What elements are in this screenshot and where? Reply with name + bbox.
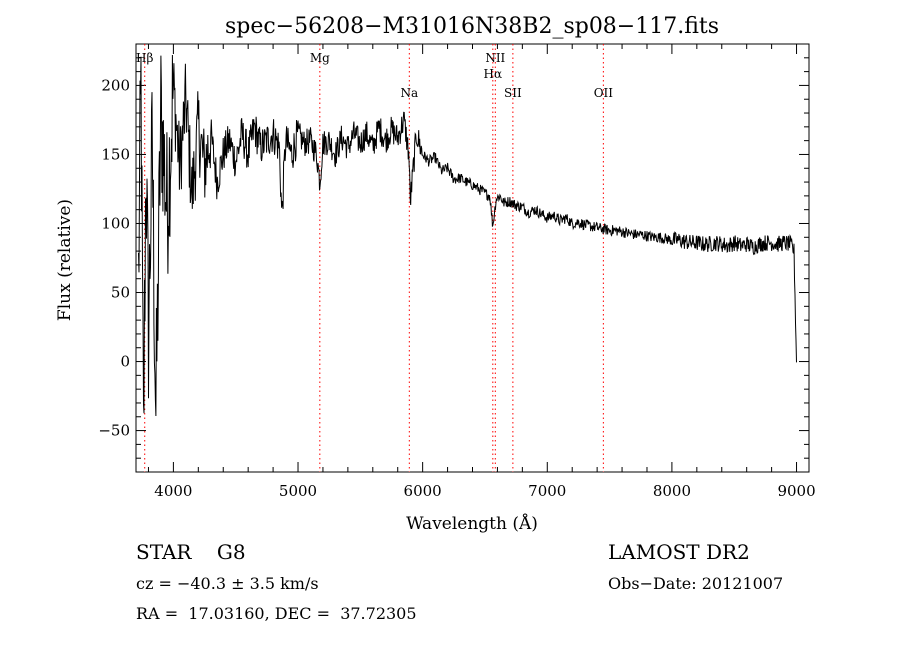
plot-frame: [135, 43, 810, 473]
y-tick-label: 100: [101, 214, 130, 232]
chart-title: spec−56208−M31016N38B2_sp08−117.fits: [225, 14, 719, 39]
x-tick-label: 7000: [528, 482, 566, 500]
line-marker-label: NII: [485, 51, 505, 65]
redshift-info: cz = −40.3 ± 3.5 km/s: [136, 574, 319, 593]
line-marker-label: Mg: [310, 51, 330, 65]
y-tick-label: −50: [98, 422, 130, 440]
x-tick-label: 8000: [653, 482, 691, 500]
y-tick-label: 0: [120, 353, 130, 371]
y-tick-label: 200: [101, 76, 130, 94]
line-marker-label: Hα: [484, 67, 503, 81]
spectrum-line: [138, 54, 797, 417]
line-marker-label: Na: [400, 86, 418, 100]
x-tick-label: 6000: [404, 482, 442, 500]
coordinates: RA = 17.03160, DEC = 37.72305: [136, 604, 417, 623]
line-marker-label: SII: [504, 86, 522, 100]
y-axis-label: Flux (relative): [55, 199, 75, 321]
line-marker-label: Hβ: [136, 51, 153, 65]
x-tick-label: 9000: [777, 482, 815, 500]
x-tick-label: 5000: [279, 482, 317, 500]
axis-ticks: 4000 5000 6000 7000 8000 9000 −50 0 50 100 150 200: [98, 43, 816, 500]
line-marker-label: OII: [594, 86, 614, 100]
survey-name: LAMOST DR2: [608, 540, 750, 564]
x-axis-label: Wavelength (Å): [406, 513, 538, 534]
y-tick-label: 50: [111, 284, 130, 302]
observation-date: Obs−Date: 20121007: [608, 574, 784, 593]
object-class: STAR G8: [136, 540, 246, 564]
x-tick-label: 4000: [154, 482, 192, 500]
y-tick-label: 150: [101, 145, 130, 163]
